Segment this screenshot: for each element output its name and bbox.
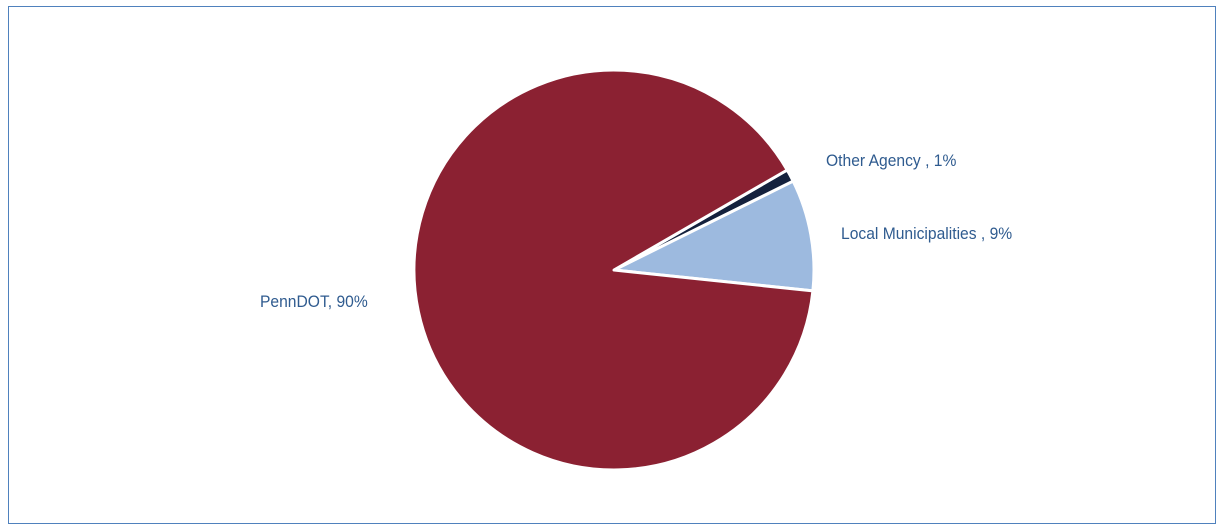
label-penndot: PennDOT, 90%: [260, 292, 368, 311]
label-other-agency: Other Agency , 1%: [826, 151, 956, 170]
slice-local-municipalities: [612, 179, 816, 293]
chart-frame: Other Agency , 1% Local Municipalities ,…: [8, 6, 1216, 524]
pie-slices: [412, 68, 816, 472]
slice-penndot: [412, 68, 815, 472]
pie-chart: Other Agency , 1% Local Municipalities ,…: [260, 68, 1012, 472]
label-local-municipalities: Local Municipalities , 9%: [841, 224, 1012, 243]
